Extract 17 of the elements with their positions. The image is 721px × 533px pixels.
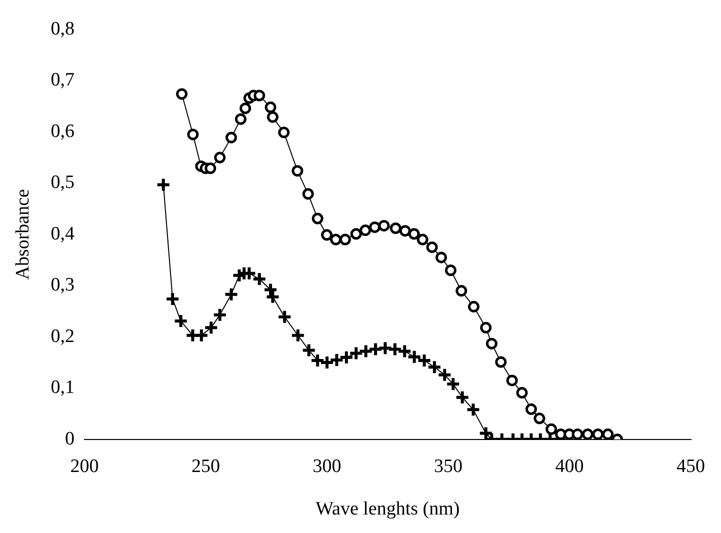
x-tick-label: 450 bbox=[676, 456, 705, 477]
y-axis-title: Absorbance bbox=[12, 189, 34, 280]
x-tick-label: 250 bbox=[192, 456, 220, 477]
y-tick-label: 0,4 bbox=[50, 223, 76, 244]
y-tick-label: 0,7 bbox=[50, 70, 75, 91]
x-tick-label: 350 bbox=[434, 456, 463, 477]
y-tick-label: 0,2 bbox=[50, 326, 75, 347]
x-tick-label: 400 bbox=[555, 456, 584, 477]
y-tick-label: 0,6 bbox=[50, 120, 75, 142]
y-tick-label: 0,1 bbox=[50, 377, 75, 398]
x-tick-label: 200 bbox=[70, 456, 99, 477]
y-tick-label: 0 bbox=[65, 428, 75, 450]
x-tick-label: 300 bbox=[312, 456, 342, 477]
y-tick-label: 0,8 bbox=[50, 18, 75, 40]
x-axis-title: Wave lenghts (nm) bbox=[316, 498, 460, 520]
y-tick-label: 0,3 bbox=[50, 274, 75, 296]
y-tick-label: 0,5 bbox=[50, 172, 75, 194]
